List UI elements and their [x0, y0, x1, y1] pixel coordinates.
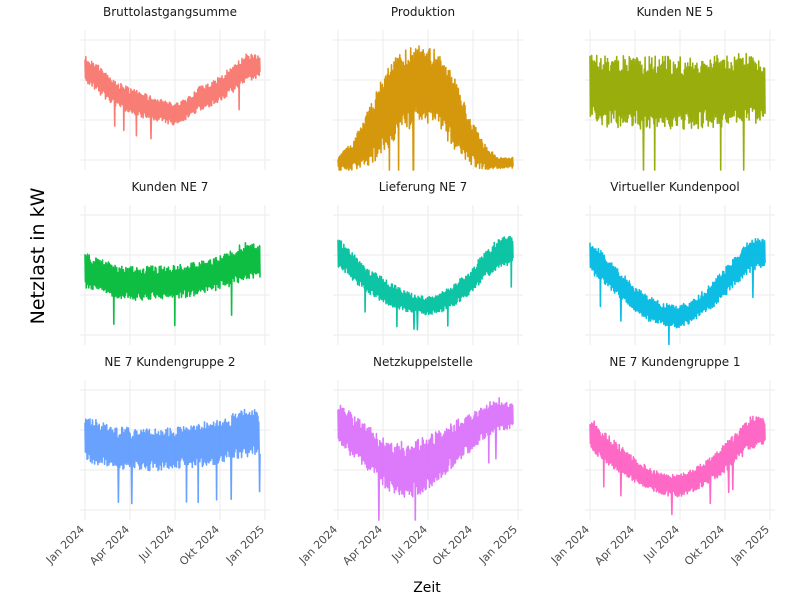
x-tick-label: Jan 2025 — [728, 523, 772, 567]
x-tick-label: Jul 2024 — [136, 523, 178, 565]
x-tick-label: Apr 2024 — [592, 523, 637, 568]
series-line — [84, 53, 261, 140]
facet-panel: Netzkuppelstelle Jan 2024 Apr 2024 Jul 2024… — [296, 355, 523, 568]
x-tick-label: Okt 2024 — [177, 523, 222, 568]
facet-title: Virtueller Kundenpool — [610, 180, 739, 194]
facet-title: NE 7 Kundengruppe 2 — [104, 355, 235, 369]
series-line — [84, 408, 261, 505]
facet-panel: Bruttolastgangsumme — [80, 5, 270, 170]
x-tick-label: Jan 2025 — [476, 523, 520, 567]
facet-panel: Kunden NE 7 — [80, 180, 270, 345]
x-tick-label: Jul 2024 — [389, 523, 431, 565]
facet-title: Netzkuppelstelle — [373, 355, 473, 369]
x-tick-label: Okt 2024 — [430, 523, 475, 568]
x-tick-label: Jan 2024 — [43, 523, 87, 567]
x-tick-label: Apr 2024 — [340, 523, 385, 568]
facet-panel: Kunden NE 5 — [585, 5, 775, 171]
y-axis-label: Netzlast in kW — [27, 187, 49, 324]
series-line — [337, 45, 514, 171]
series-line — [589, 238, 766, 346]
series-line — [337, 235, 514, 331]
series-line — [589, 52, 766, 171]
x-tick-label: Okt 2024 — [682, 523, 727, 568]
x-axis-label: Zeit — [413, 580, 441, 596]
series-line — [84, 242, 261, 327]
facet-title: Bruttolastgangsumme — [103, 5, 237, 19]
facet-panel: Virtueller Kundenpool — [585, 180, 775, 346]
facet-panel: NE 7 Kundengruppe 2 Jan 2024 Apr 2024 Jul 2… — [43, 355, 270, 568]
facet-panels: Bruttolastgangsumme Produktion Kunden NE 5… — [43, 5, 775, 568]
facet-panel: Produktion — [333, 5, 523, 171]
facet-title: NE 7 Kundengruppe 1 — [609, 355, 740, 369]
facet-title: Produktion — [391, 5, 455, 19]
facet-title: Kunden NE 7 — [132, 180, 209, 194]
series-line — [337, 397, 514, 521]
x-tick-label: Jul 2024 — [641, 523, 683, 565]
facet-title: Lieferung NE 7 — [379, 180, 468, 194]
x-tick-label: Jan 2024 — [548, 523, 592, 567]
x-tick-label: Jan 2024 — [296, 523, 340, 567]
facet-title: Kunden NE 5 — [637, 5, 714, 19]
x-tick-label: Jan 2025 — [223, 523, 267, 567]
x-tick-label: Apr 2024 — [87, 523, 132, 568]
facet-panel: Lieferung NE 7 — [333, 180, 523, 345]
facet-panel: NE 7 Kundengruppe 1 Jan 2024 Apr 2024 Jul 2… — [548, 355, 775, 568]
series-line — [589, 415, 766, 516]
